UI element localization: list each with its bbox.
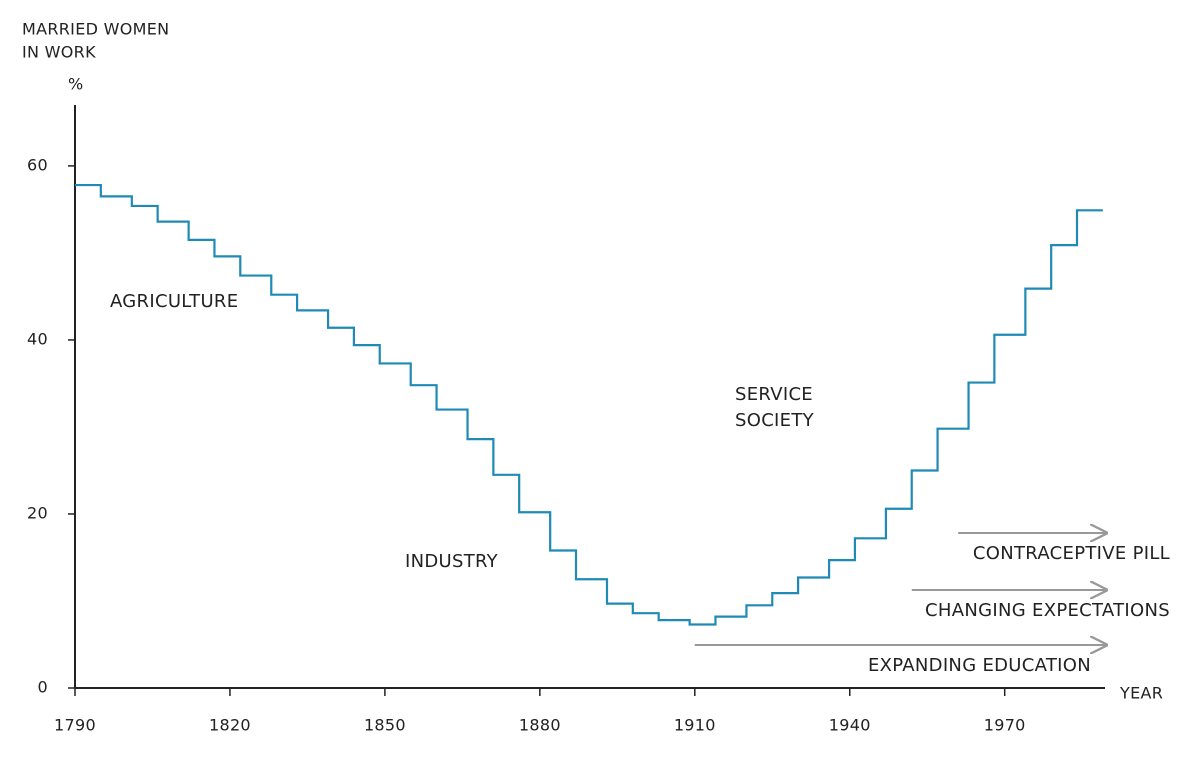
y-tick-label: 60 bbox=[27, 155, 48, 174]
x-tick-label: 1940 bbox=[829, 716, 871, 735]
annotation: SERVICE bbox=[735, 384, 813, 405]
y-tick-label: 0 bbox=[38, 678, 48, 697]
annotation: INDUSTRY bbox=[405, 551, 499, 572]
x-tick-label: 1880 bbox=[519, 716, 561, 735]
y-tick-label: 20 bbox=[27, 503, 48, 522]
trend-label: EXPANDING EDUCATION bbox=[868, 655, 1091, 676]
y-tick-label: 40 bbox=[27, 329, 48, 348]
x-axis-title: YEAR bbox=[1119, 684, 1163, 703]
y-axis-title: IN WORK bbox=[22, 43, 96, 62]
x-tick-label: 1820 bbox=[209, 716, 251, 735]
x-tick-label: 1910 bbox=[674, 716, 716, 735]
step-line bbox=[75, 183, 1103, 626]
trend-label: CHANGING EXPECTATIONS bbox=[925, 600, 1170, 621]
annotation: SOCIETY bbox=[735, 410, 815, 431]
x-tick-label: 1850 bbox=[364, 716, 406, 735]
trend-label: CONTRACEPTIVE PILL bbox=[973, 543, 1170, 564]
x-tick-label: 1790 bbox=[54, 716, 96, 735]
annotation: AGRICULTURE bbox=[110, 291, 238, 312]
y-axis-title: MARRIED WOMEN bbox=[22, 20, 169, 39]
x-tick-label: 1970 bbox=[984, 716, 1026, 735]
y-axis-unit: % bbox=[68, 75, 84, 94]
